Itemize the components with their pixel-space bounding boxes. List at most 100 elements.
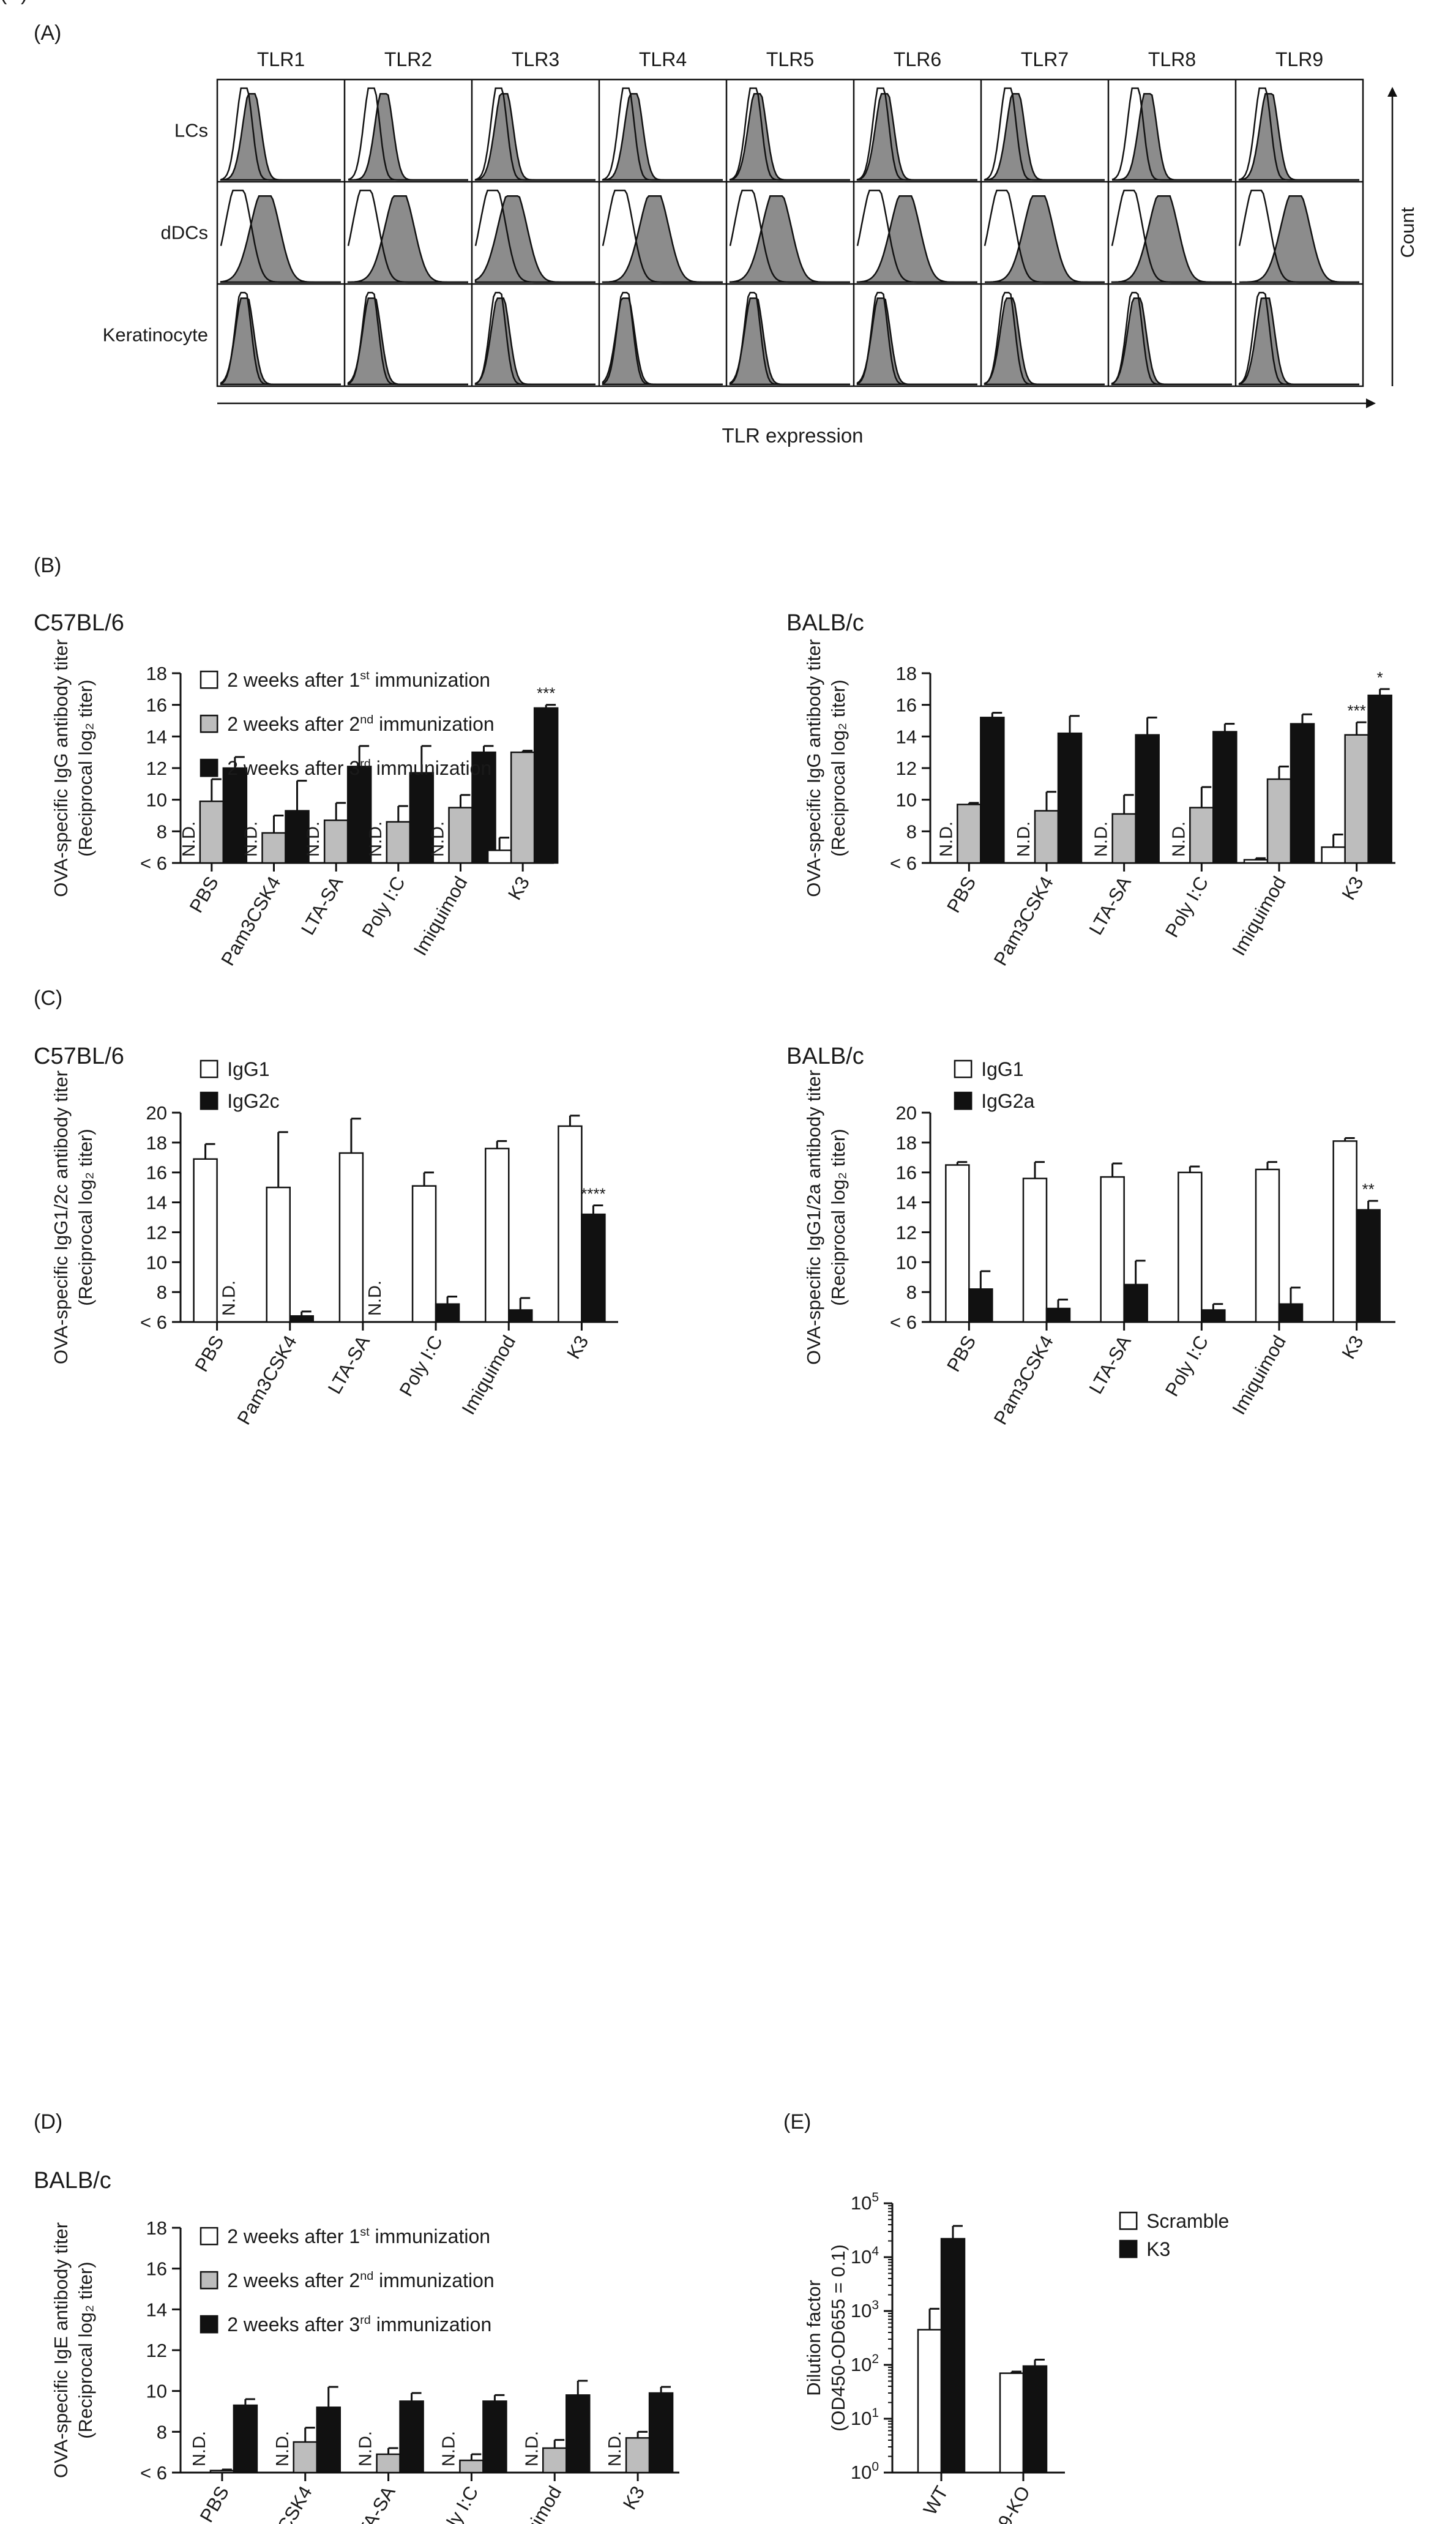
legend-label-2-weeks-after-3rd-immunization: 2 weeks after 3rd immunization — [227, 757, 491, 779]
row-label-keratinocyte: Keratinocyte — [103, 324, 208, 346]
bar-pam3csk4-2-weeks-after-3rd-immunization — [285, 810, 310, 864]
y-tick-label: < 6 — [140, 853, 167, 874]
y-tick-label: < 6 — [890, 853, 917, 874]
not-detected-label: N.D. — [242, 821, 261, 857]
legend-label-tail: immunization — [370, 669, 490, 691]
y-axis-label-units: (Reciprocal log₂ titer) — [827, 679, 849, 856]
bar-imiquimod-igg2c — [508, 1309, 533, 1323]
bar-lta-sa-2-weeks-after-3rd-immunization — [399, 2400, 424, 2474]
histogram-isotype-control — [1239, 87, 1359, 181]
bar-imiquimod-2-weeks-after-2nd-immunization — [448, 807, 473, 864]
column-label-tlr8: TLR8 — [1148, 48, 1196, 70]
bar-poly-i-c-igg1 — [1178, 1171, 1203, 1323]
histogram-isotype-control — [348, 87, 468, 181]
y-tick-label: < 6 — [890, 1312, 917, 1333]
y-axis-label: OVA-specific IgG1/2c antibody titer — [50, 1070, 72, 1364]
legend-label-igg2c: IgG2c — [227, 1090, 279, 1112]
histogram-isotype-control — [347, 189, 468, 283]
legend-label-superscript: rd — [360, 757, 371, 771]
y-tick-label: 16 — [896, 695, 917, 716]
row-label-lcs: LCs — [174, 120, 208, 141]
bar-imiquimod-igg1 — [1255, 1168, 1280, 1323]
legend-label-igg1: IgG1 — [981, 1058, 1023, 1080]
legend-label-text: IgG1 — [227, 1058, 269, 1080]
y-axis-arrowhead — [1387, 87, 1397, 97]
bar-poly-i-c-igg2c — [435, 1303, 460, 1323]
y-tick-label: 8 — [906, 1282, 917, 1303]
legend-label-superscript: nd — [360, 713, 373, 726]
histogram-isotype-control — [856, 189, 977, 283]
bar-imiquimod-2-weeks-after-2nd-immunization — [1266, 778, 1292, 864]
bar-lta-sa-igg1 — [1100, 1176, 1125, 1323]
legend-swatch-igg2c — [200, 1091, 218, 1110]
histogram-isotype-control — [474, 189, 595, 283]
not-detected-label: N.D. — [190, 2431, 209, 2466]
x-axis-arrowhead — [1366, 398, 1376, 408]
legend-label-tail: immunization — [371, 757, 491, 779]
bar-poly-i-c-2-weeks-after-3rd-immunization — [409, 772, 435, 864]
y-tick-label: 10 — [146, 1252, 167, 1273]
significance-marker: * — [1377, 668, 1383, 687]
legend-label-text: 2 weeks after 3 — [227, 2313, 360, 2335]
legend-label-scramble: Scramble — [1146, 2210, 1229, 2232]
y-tick-label: 14 — [146, 1192, 167, 1214]
not-detected-label: N.D. — [365, 1280, 385, 1316]
legend-swatch-2-weeks-after-1st-immunization — [200, 670, 218, 689]
bar-lta-sa-2-weeks-after-3rd-immunization — [346, 766, 372, 864]
legend-label-superscript: nd — [360, 2269, 373, 2283]
bar-k3-igg2a — [1356, 1209, 1381, 1323]
histogram-isotype-control — [729, 189, 850, 283]
histogram-isotype-control — [602, 291, 723, 386]
y-tick-label: 8 — [157, 821, 167, 842]
y-tick-exponent: 0 — [872, 2460, 879, 2474]
y-tick-exponent: 5 — [872, 2190, 879, 2205]
bar-pbs-2-weeks-after-2nd-immunization — [199, 801, 225, 864]
y-tick-label: 14 — [896, 1192, 917, 1214]
not-detected-label: N.D. — [356, 2431, 376, 2466]
histogram-isotype-control — [602, 87, 723, 181]
legend-label-text: IgG2a — [981, 1090, 1034, 1112]
legend-label-text: 2 weeks after 1 — [227, 2225, 360, 2247]
legend-swatch-k3 — [1119, 2239, 1138, 2258]
y-tick-base: 10 — [851, 2462, 872, 2483]
column-label-tlr6: TLR6 — [894, 48, 941, 70]
bar-k3-2-weeks-after-2nd-immunization — [625, 2437, 651, 2474]
y-tick-label: 16 — [146, 695, 167, 716]
y-axis-label-units: (Reciprocal log₂ titer) — [827, 1129, 849, 1305]
y-tick-label: 16 — [896, 1162, 917, 1184]
histogram-isotype-control — [857, 291, 977, 386]
histogram-isotype-control — [1239, 291, 1359, 386]
histogram-isotype-control — [984, 291, 1105, 386]
not-detected-label: N.D. — [439, 2431, 458, 2466]
legend-label-text: 2 weeks after 3 — [227, 757, 360, 779]
legend-label-2-weeks-after-2nd-immunization: 2 weeks after 2nd immunization — [227, 713, 494, 735]
bar-wt-k3 — [940, 2238, 966, 2474]
column-label-tlr9: TLR9 — [1275, 48, 1323, 70]
histogram-isotype-control — [730, 291, 850, 386]
y-tick-base: 10 — [851, 2408, 872, 2429]
y-tick-label: 8 — [157, 2421, 167, 2443]
column-label-tlr5: TLR5 — [766, 48, 814, 70]
y-tick-exponent: 1 — [872, 2406, 879, 2420]
y-tick-label: 14 — [896, 726, 917, 747]
bar-pam3csk4-2-weeks-after-3rd-immunization — [1057, 732, 1083, 864]
y-tick-label: 14 — [146, 2299, 167, 2320]
legend-swatch-scramble — [1119, 2211, 1138, 2230]
legend-label-k3: K3 — [1146, 2238, 1170, 2260]
y-tick-base: 10 — [851, 2246, 872, 2268]
significance-marker: ** — [1362, 1180, 1375, 1198]
not-detected-label: N.D. — [273, 2431, 293, 2466]
bar-poly-i-c-2-weeks-after-2nd-immunization — [386, 821, 411, 864]
bar-lta-sa-2-weeks-after-2nd-immunization — [376, 2453, 401, 2474]
histogram-isotype-control — [1238, 189, 1359, 283]
legend-swatch-igg1 — [200, 1059, 218, 1078]
bar-tlr9-ko-k3 — [1022, 2365, 1048, 2474]
bar-imiquimod-igg2a — [1278, 1303, 1304, 1323]
y-tick-base: 10 — [851, 2300, 872, 2321]
y-axis-label: OVA-specific IgE antibody titer — [50, 2222, 72, 2478]
histogram-isotype-control — [1111, 189, 1232, 283]
bar-lta-sa-2-weeks-after-3rd-immunization — [1135, 734, 1160, 864]
significance-marker: *** — [537, 684, 555, 703]
y-tick-label: 12 — [146, 1222, 167, 1243]
bar-pbs-igg2a — [968, 1288, 993, 1323]
